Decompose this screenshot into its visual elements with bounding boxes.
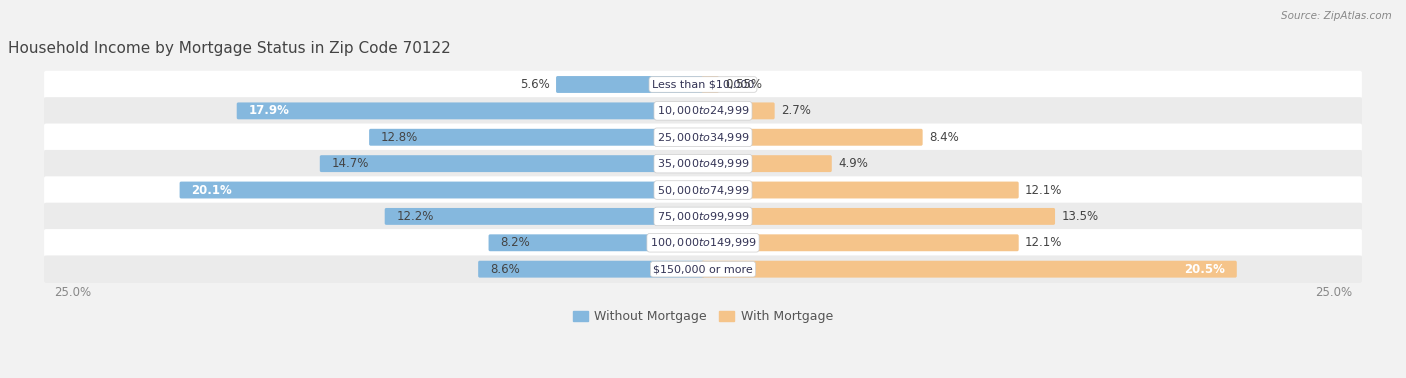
Text: $50,000 to $74,999: $50,000 to $74,999 xyxy=(657,184,749,197)
FancyBboxPatch shape xyxy=(44,256,1362,283)
Text: 25.0%: 25.0% xyxy=(1315,285,1353,299)
Text: 20.5%: 20.5% xyxy=(1184,263,1225,276)
FancyBboxPatch shape xyxy=(319,155,704,172)
Text: 20.1%: 20.1% xyxy=(191,184,232,197)
FancyBboxPatch shape xyxy=(478,261,704,277)
FancyBboxPatch shape xyxy=(44,124,1362,151)
Text: 2.7%: 2.7% xyxy=(780,104,811,118)
Text: $150,000 or more: $150,000 or more xyxy=(654,264,752,274)
FancyBboxPatch shape xyxy=(236,102,704,119)
Text: Source: ZipAtlas.com: Source: ZipAtlas.com xyxy=(1281,11,1392,21)
Text: 4.9%: 4.9% xyxy=(838,157,868,170)
Text: 12.8%: 12.8% xyxy=(381,131,419,144)
Legend: Without Mortgage, With Mortgage: Without Mortgage, With Mortgage xyxy=(568,305,838,328)
FancyBboxPatch shape xyxy=(44,229,1362,257)
FancyBboxPatch shape xyxy=(702,102,775,119)
Text: Less than $10,000: Less than $10,000 xyxy=(652,79,754,90)
Text: 12.1%: 12.1% xyxy=(1025,184,1063,197)
Text: $75,000 to $99,999: $75,000 to $99,999 xyxy=(657,210,749,223)
FancyBboxPatch shape xyxy=(702,129,922,146)
FancyBboxPatch shape xyxy=(702,76,718,93)
FancyBboxPatch shape xyxy=(702,155,832,172)
FancyBboxPatch shape xyxy=(702,208,1054,225)
Text: 8.6%: 8.6% xyxy=(491,263,520,276)
FancyBboxPatch shape xyxy=(702,234,1019,251)
Text: $25,000 to $34,999: $25,000 to $34,999 xyxy=(657,131,749,144)
Text: 8.2%: 8.2% xyxy=(501,236,530,249)
FancyBboxPatch shape xyxy=(44,97,1362,125)
Text: 5.6%: 5.6% xyxy=(520,78,550,91)
Text: 12.2%: 12.2% xyxy=(396,210,434,223)
Text: $35,000 to $49,999: $35,000 to $49,999 xyxy=(657,157,749,170)
Text: 25.0%: 25.0% xyxy=(53,285,91,299)
FancyBboxPatch shape xyxy=(488,234,704,251)
FancyBboxPatch shape xyxy=(44,71,1362,98)
FancyBboxPatch shape xyxy=(702,181,1019,198)
Text: $10,000 to $24,999: $10,000 to $24,999 xyxy=(657,104,749,118)
FancyBboxPatch shape xyxy=(44,203,1362,230)
FancyBboxPatch shape xyxy=(44,176,1362,204)
Text: 14.7%: 14.7% xyxy=(332,157,370,170)
FancyBboxPatch shape xyxy=(180,181,704,198)
Text: 17.9%: 17.9% xyxy=(249,104,290,118)
Text: 13.5%: 13.5% xyxy=(1062,210,1098,223)
Text: 12.1%: 12.1% xyxy=(1025,236,1063,249)
Text: Household Income by Mortgage Status in Zip Code 70122: Household Income by Mortgage Status in Z… xyxy=(8,42,451,56)
FancyBboxPatch shape xyxy=(555,76,704,93)
FancyBboxPatch shape xyxy=(702,261,1237,277)
FancyBboxPatch shape xyxy=(370,129,704,146)
Text: $100,000 to $149,999: $100,000 to $149,999 xyxy=(650,236,756,249)
FancyBboxPatch shape xyxy=(44,150,1362,177)
Text: 0.55%: 0.55% xyxy=(725,78,762,91)
FancyBboxPatch shape xyxy=(385,208,704,225)
Text: 8.4%: 8.4% xyxy=(929,131,959,144)
